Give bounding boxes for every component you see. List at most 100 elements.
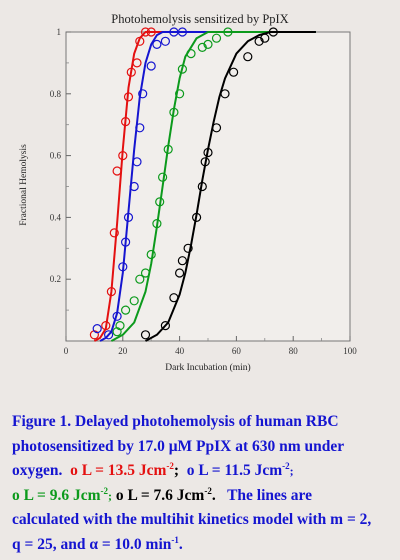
legend-blue-label: L = 11.5 Jcm-2 — [198, 460, 290, 479]
data-point-series-1 — [135, 36, 145, 46]
caption-line-1: Figure 1. Delayed photohemolysis of huma… — [12, 413, 339, 430]
legend-black-marker: o — [115, 486, 124, 504]
data-point-series-4 — [268, 27, 278, 37]
data-point-series-4 — [140, 330, 151, 340]
legend-red-sep: ; — [173, 462, 180, 479]
data-point-series-2 — [135, 123, 145, 133]
x-tick-label: 20 — [118, 346, 128, 356]
data-point-series-2 — [177, 27, 187, 37]
y-tick-label: 0.2 — [50, 274, 61, 284]
y-tick-label: 0.8 — [50, 89, 62, 99]
legend-red-marker: o — [70, 462, 78, 479]
data-point-series-2 — [120, 237, 131, 247]
legend-red-label: L = 13.5 Jcm-2 — [81, 460, 174, 479]
data-point-series-4 — [169, 293, 179, 303]
data-point-series-4 — [192, 212, 202, 222]
data-point-series-4 — [254, 36, 264, 46]
series-line-4 — [145, 31, 316, 342]
legend-black-label: L = 7.6 Jcm-2 — [127, 485, 212, 504]
data-point-series-2 — [138, 89, 148, 99]
caption-lines-note: The lines are — [227, 486, 313, 504]
data-point-series-1 — [118, 151, 128, 161]
y-axis-label: Fractional Hemolysis — [19, 144, 29, 226]
y-tick-label: 0.6 — [50, 151, 62, 161]
data-point-series-3 — [140, 268, 151, 278]
caption-line-3: oxygen. o L = 13.5 Jcm-2; o L = 11.5 Jcm… — [12, 459, 394, 484]
data-point-series-3 — [146, 249, 156, 260]
data-point-series-1 — [101, 321, 111, 331]
figure-caption: Figure 1. Delayed photohemolysis of huma… — [12, 410, 394, 557]
data-point-series-3 — [129, 296, 139, 306]
data-point-series-4 — [229, 67, 239, 77]
caption-line-4: o L = 9.6 Jcm-2; o L = 7.6 Jcm-2. The li… — [12, 484, 394, 509]
plot-area: 0 20 40 60 80 100 0.2 0.4 0.6 0.8 1 — [50, 27, 358, 356]
data-point-series-1 — [146, 27, 156, 37]
data-point-series-3 — [120, 305, 131, 315]
data-point-series-4 — [260, 33, 270, 43]
chart-title: Photohemolysis sensitized by PpIX — [111, 12, 288, 26]
series-line-1 — [93, 31, 316, 342]
data-point-series-2 — [152, 39, 162, 50]
data-point-series-1 — [112, 166, 122, 176]
x-tick-label: 40 — [175, 346, 185, 356]
legend-green-label: L = 9.6 Jcm-2 — [23, 485, 108, 504]
data-point-series-3 — [158, 172, 168, 182]
series-line-3 — [110, 31, 316, 342]
data-point-series-1 — [132, 58, 142, 68]
data-point-series-2 — [146, 61, 156, 71]
y-tick-label: 0.4 — [50, 212, 62, 222]
legend-blue-sep: ; — [289, 464, 294, 478]
data-point-series-3 — [211, 33, 222, 43]
data-point-series-2 — [103, 330, 114, 340]
data-point-series-4 — [160, 321, 170, 331]
data-point-series-3 — [155, 197, 165, 207]
data-point-series-4 — [211, 123, 222, 133]
data-point-series-4 — [203, 147, 213, 158]
x-tick-label: 60 — [232, 346, 242, 356]
x-axis-label: Dark Incubation (min) — [165, 362, 250, 373]
caption-line-6: q = 25, and α = 10.0 min-1. — [12, 534, 183, 553]
data-point-series-1 — [106, 287, 117, 297]
data-point-series-3 — [175, 89, 185, 99]
data-point-series-4 — [177, 256, 187, 266]
data-point-series-4 — [220, 89, 230, 99]
legend-blue-marker: o — [186, 462, 195, 479]
caption-line-2: photosensitized by 17.0 μM PpIX at 630 n… — [12, 437, 345, 455]
data-point-series-2 — [132, 157, 142, 167]
data-point-series-3 — [112, 327, 122, 337]
data-point-series-1 — [126, 67, 136, 77]
data-point-series-3 — [169, 107, 179, 117]
data-point-series-1 — [109, 228, 119, 238]
data-point-series-3 — [197, 42, 207, 53]
data-point-series-4 — [183, 243, 193, 253]
legend-green-sep: ; — [107, 488, 112, 503]
data-point-series-1 — [89, 330, 100, 340]
data-point-series-2 — [160, 36, 170, 46]
x-tick-label: 100 — [343, 346, 357, 356]
data-point-series-4 — [175, 268, 185, 278]
data-point-series-2 — [123, 212, 134, 222]
x-tick-label: 80 — [289, 346, 299, 356]
data-point-series-1 — [120, 116, 131, 127]
caption-oxygen: oxygen. — [12, 462, 63, 479]
chart: Photohemolysis sensitized by PpIX 0 20 40 6… — [19, 12, 358, 373]
plot-frame — [65, 31, 351, 342]
data-point-series-4 — [200, 157, 210, 167]
data-point-series-1 — [140, 27, 151, 37]
legend-black-sep: . — [211, 486, 216, 504]
data-point-series-2 — [129, 181, 139, 192]
data-point-series-3 — [115, 321, 125, 331]
caption-line-5: calculated with the multihit kinetics mo… — [12, 511, 372, 528]
data-point-series-3 — [177, 64, 187, 74]
data-point-series-4 — [243, 52, 253, 62]
data-point-series-2 — [92, 324, 102, 334]
data-point-series-3 — [186, 48, 196, 59]
x-tick-label: 0 — [64, 346, 69, 356]
data-point-series-3 — [152, 219, 162, 229]
data-point-series-3 — [163, 144, 173, 154]
legend-green-marker: o — [12, 486, 20, 504]
y-tick-label: 1 — [57, 27, 62, 37]
data-point-series-2 — [112, 311, 122, 321]
data-point-series-3 — [203, 39, 213, 50]
data-point-series-2 — [118, 262, 128, 272]
